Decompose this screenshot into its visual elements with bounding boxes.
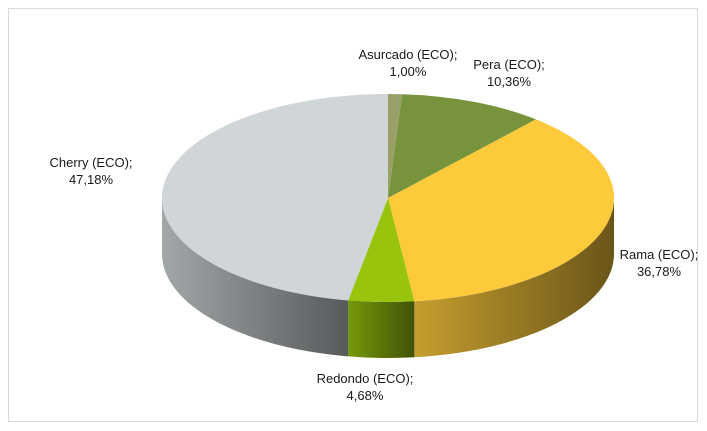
pie-slice-asurcado-eco [388, 94, 403, 198]
label-redondo-name: Redondo (ECO); [316, 371, 414, 386]
label-cherry: Cherry (ECO); 47,18% [49, 154, 132, 188]
label-cherry-name: Cherry (ECO); [49, 155, 133, 170]
label-rama: Rama (ECO); 36,78% [620, 246, 699, 280]
pie-slice-pera-eco [388, 94, 536, 198]
label-asurcado: Asurcado (ECO); 1,00% [359, 46, 458, 80]
pie-slice-redondo-eco [348, 198, 415, 302]
label-cherry-value: 47,18% [68, 172, 114, 187]
label-redondo: Redondo (ECO); 4,68% [317, 370, 414, 404]
pie-slice-cherry-eco [162, 94, 388, 301]
label-pera-value: 10,36% [486, 74, 532, 89]
label-pera-name: Pera (ECO); [473, 57, 545, 72]
pie-side-cherry-eco [162, 198, 349, 357]
pie-slice-rama-eco [388, 119, 615, 302]
label-asurcado-value: 1,00% [389, 64, 427, 79]
label-rama-value: 36,78% [636, 264, 682, 279]
pie-side-redondo-eco [348, 300, 415, 358]
label-asurcado-name: Asurcado (ECO); [358, 47, 458, 62]
pie-side-rama-eco [414, 198, 614, 358]
pie-side-walls [162, 198, 614, 358]
label-rama-name: Rama (ECO); [619, 247, 699, 262]
pie-top-faces [162, 94, 615, 302]
label-pera: Pera (ECO); 10,36% [473, 56, 545, 90]
label-redondo-value: 4,68% [346, 388, 384, 403]
